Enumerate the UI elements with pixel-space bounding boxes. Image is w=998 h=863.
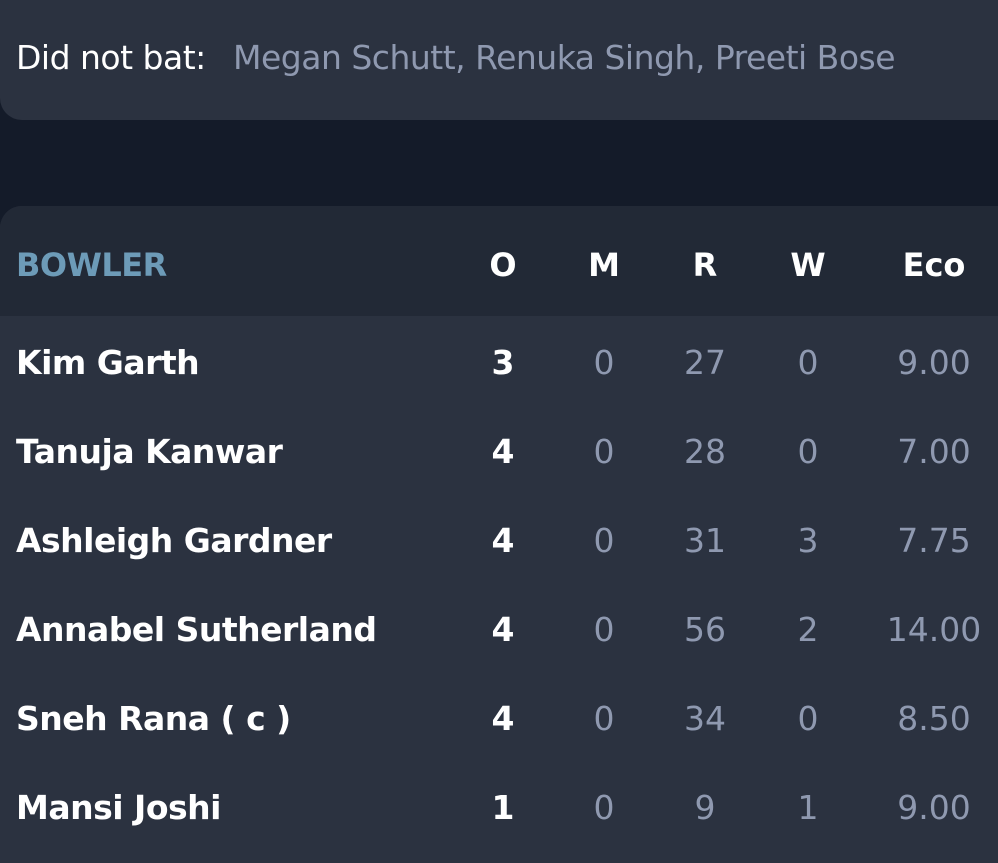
bowler-runs: 28 bbox=[684, 432, 726, 471]
bowler-economy: 7.75 bbox=[897, 521, 971, 560]
bowler-maidens: 0 bbox=[593, 788, 615, 827]
bowler-wickets: 0 bbox=[797, 343, 819, 382]
bowler-wickets: 3 bbox=[797, 521, 819, 560]
bowler-economy: 14.00 bbox=[886, 610, 982, 649]
bowler-name[interactable]: Mansi Joshi bbox=[16, 788, 221, 827]
bowler-row[interactable]: Annabel Sutherland 4 0 56 2 14.00 bbox=[0, 585, 998, 674]
bowling-table-header: BOWLER O M R W Eco bbox=[0, 206, 998, 316]
bowler-name[interactable]: Sneh Rana ( c ) bbox=[16, 699, 291, 738]
bowler-maidens: 0 bbox=[593, 521, 615, 560]
bowler-row[interactable]: Sneh Rana ( c ) 4 0 34 0 8.50 bbox=[0, 674, 998, 763]
header-overs: O bbox=[489, 246, 517, 284]
bowler-overs: 4 bbox=[491, 521, 515, 560]
bowler-economy: 7.00 bbox=[897, 432, 971, 471]
bowler-row[interactable]: Kim Garth 3 0 27 0 9.00 bbox=[0, 318, 998, 407]
bowler-runs: 34 bbox=[684, 699, 726, 738]
bowler-row[interactable]: Mansi Joshi 1 0 9 1 9.00 bbox=[0, 763, 998, 852]
bowler-overs: 4 bbox=[491, 432, 515, 471]
bowler-economy: 9.00 bbox=[897, 788, 971, 827]
bowler-wickets: 0 bbox=[797, 432, 819, 471]
bowler-name[interactable]: Kim Garth bbox=[16, 343, 200, 382]
header-bowler: BOWLER bbox=[16, 246, 167, 284]
bowler-maidens: 0 bbox=[593, 699, 615, 738]
bowler-row[interactable]: Ashleigh Gardner 4 0 31 3 7.75 bbox=[0, 496, 998, 585]
bowling-card: BOWLER O M R W Eco Kim Garth 3 0 27 0 9.… bbox=[0, 206, 998, 863]
bowler-overs: 4 bbox=[491, 699, 515, 738]
bowler-maidens: 0 bbox=[593, 432, 615, 471]
bowler-runs: 56 bbox=[684, 610, 726, 649]
bowler-overs: 1 bbox=[491, 788, 515, 827]
bowler-row[interactable]: Tanuja Kanwar 4 0 28 0 7.00 bbox=[0, 407, 998, 496]
bowler-maidens: 0 bbox=[593, 610, 615, 649]
header-economy: Eco bbox=[902, 246, 966, 284]
did-not-bat-players: Megan Schutt, Renuka Singh, Preeti Bose bbox=[233, 38, 896, 77]
bowler-economy: 8.50 bbox=[897, 699, 971, 738]
bowler-runs: 27 bbox=[684, 343, 726, 382]
bowler-overs: 4 bbox=[491, 610, 515, 649]
header-runs: R bbox=[692, 246, 718, 284]
bowler-runs: 31 bbox=[684, 521, 726, 560]
did-not-bat-label: Did not bat: bbox=[16, 38, 206, 77]
bowler-name[interactable]: Tanuja Kanwar bbox=[16, 432, 283, 471]
bowler-wickets: 2 bbox=[797, 610, 819, 649]
bowler-wickets: 1 bbox=[797, 788, 819, 827]
bowler-name[interactable]: Annabel Sutherland bbox=[16, 610, 377, 649]
bowler-runs: 9 bbox=[694, 788, 716, 827]
header-maidens: M bbox=[588, 246, 620, 284]
bowler-economy: 9.00 bbox=[897, 343, 971, 382]
did-not-bat-card: Did not bat: Megan Schutt, Renuka Singh,… bbox=[0, 0, 998, 120]
bowler-maidens: 0 bbox=[593, 343, 615, 382]
bowler-wickets: 0 bbox=[797, 699, 819, 738]
header-wickets: W bbox=[790, 246, 826, 284]
bowler-overs: 3 bbox=[491, 343, 515, 382]
bowler-name[interactable]: Ashleigh Gardner bbox=[16, 521, 332, 560]
